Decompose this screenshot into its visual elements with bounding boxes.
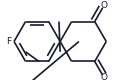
Text: O: O bbox=[100, 73, 107, 82]
Text: O: O bbox=[100, 1, 107, 10]
Text: F: F bbox=[6, 37, 11, 46]
